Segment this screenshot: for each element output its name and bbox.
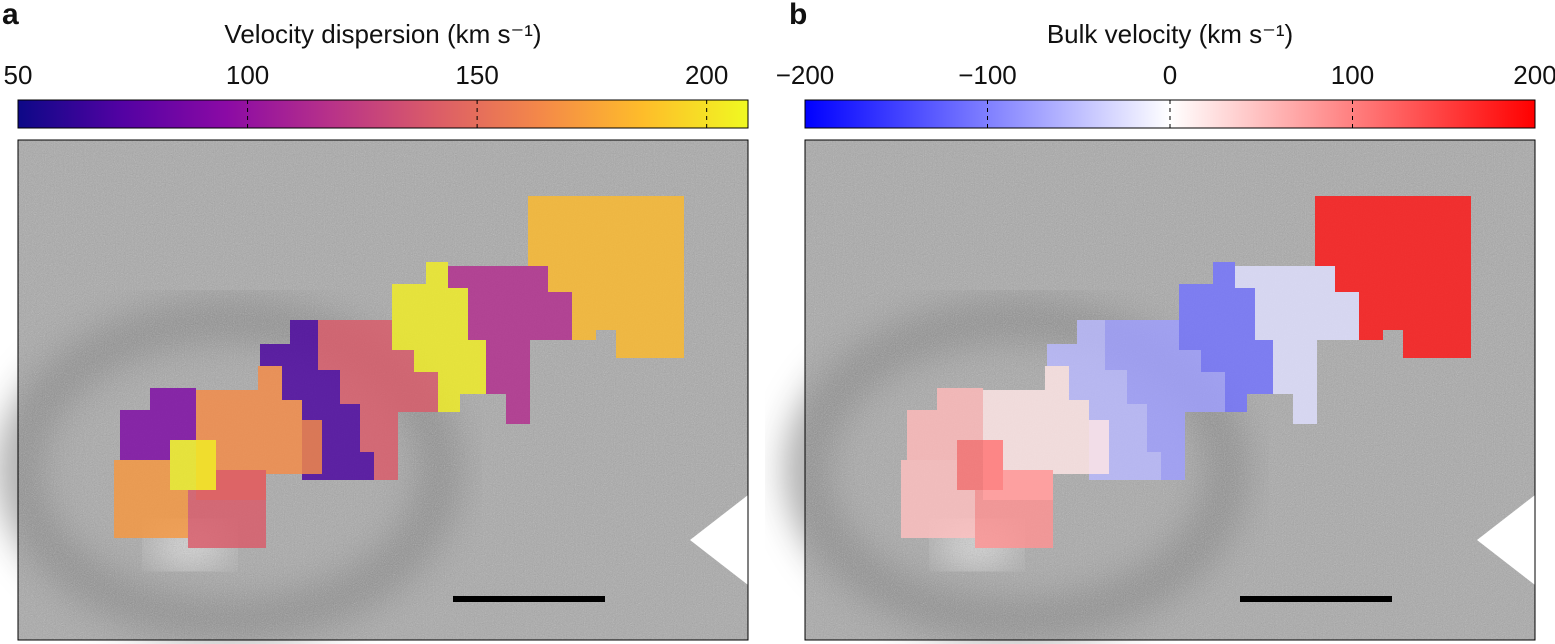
colorbar-tick-label: 150 xyxy=(455,60,498,90)
colorbar xyxy=(17,99,749,129)
colorbar-tick-label: 200 xyxy=(1513,60,1555,90)
panel-label: a xyxy=(2,0,19,31)
region xyxy=(528,196,684,358)
region xyxy=(1315,196,1471,358)
region xyxy=(1105,320,1225,480)
colorbar-tick-label: 0 xyxy=(1163,60,1177,90)
region xyxy=(120,388,196,460)
image-frame xyxy=(804,139,1536,641)
colorbar-title: Bulk velocity (km s⁻¹) xyxy=(1047,19,1293,49)
panel-label: b xyxy=(789,0,807,31)
masked-corner xyxy=(1477,495,1535,585)
region xyxy=(1235,266,1359,424)
colorbar-tick-label: 50 xyxy=(4,60,33,90)
region xyxy=(1047,320,1161,480)
region xyxy=(448,266,572,424)
region xyxy=(1179,262,1273,412)
region xyxy=(392,262,486,412)
region xyxy=(957,440,1003,490)
image-frame xyxy=(17,139,749,641)
masked-corner xyxy=(690,495,748,585)
region xyxy=(318,320,438,480)
region xyxy=(170,440,216,490)
region xyxy=(901,460,975,538)
colorbar-tick-label: 100 xyxy=(226,60,269,90)
colorbar-tick-label: 100 xyxy=(1331,60,1374,90)
region xyxy=(975,470,1053,548)
colorbar xyxy=(804,99,1536,129)
region xyxy=(983,366,1109,500)
colorbar-title: Velocity dispersion (km s⁻¹) xyxy=(224,19,541,49)
region xyxy=(907,388,983,460)
region xyxy=(114,460,188,538)
region xyxy=(188,470,266,548)
colorbar-tick-label: 200 xyxy=(685,60,728,90)
region xyxy=(196,366,322,500)
region xyxy=(260,320,374,480)
colorbar-tick-label: −100 xyxy=(958,60,1017,90)
colorbar-tick-label: −200 xyxy=(776,60,835,90)
